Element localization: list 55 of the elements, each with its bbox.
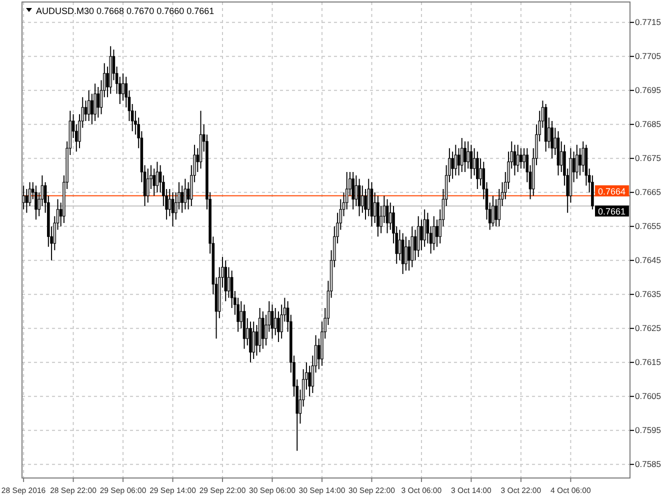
- candlestick: [513, 144, 516, 176]
- text: AUDUSD.M30 0.7668 0.7670 0.7660 0.7661: [36, 6, 214, 16]
- candlestick: [270, 304, 274, 340]
- candlestick: [180, 185, 184, 214]
- y-tick-label: 0.7695: [635, 85, 662, 96]
- candlestick: [376, 195, 380, 238]
- y-tick-label: 0.7635: [635, 289, 662, 300]
- y-tick-label: 0.7715: [635, 17, 662, 28]
- candlestick: [224, 260, 228, 302]
- candlestick: [152, 168, 156, 196]
- y-tick-label: 0.7645: [635, 255, 662, 266]
- candlestick: [408, 240, 410, 272]
- y-tick-label: 0.7655: [635, 221, 662, 232]
- candlestick: [262, 310, 264, 350]
- y-tick-label: 0.7595: [635, 425, 662, 436]
- candlestick: [90, 93, 94, 125]
- ref-line-label: 0.7661: [598, 206, 626, 216]
- candlestick: [364, 188, 367, 220]
- candlestick: [494, 198, 498, 227]
- candlestick: [436, 219, 438, 248]
- y-tick-label: 0.7605: [635, 391, 662, 402]
- y-tick-label: 0.7625: [635, 323, 662, 334]
- ref-line-label: 0.7664: [598, 186, 626, 196]
- candlestick: [277, 310, 280, 342]
- candlestick: [470, 144, 473, 180]
- candlestick: [550, 120, 554, 159]
- y-tick-label: 0.7585: [635, 459, 662, 470]
- candlestick: [560, 140, 563, 172]
- candlestick: [420, 219, 423, 251]
- candlestick: [476, 151, 479, 190]
- candlestick: [249, 321, 252, 363]
- candlestick: [352, 172, 354, 210]
- candlestick: [522, 148, 526, 170]
- candlestick: [578, 148, 582, 176]
- candlestick: [520, 148, 522, 170]
- y-tick-label: 0.7705: [635, 51, 662, 62]
- candlestick: [25, 188, 28, 214]
- candlestick: [401, 232, 404, 274]
- candlestick: [457, 148, 460, 176]
- y-tick-label: 0.7685: [635, 119, 662, 130]
- candlestick: [464, 140, 466, 172]
- candlestick: [34, 185, 38, 220]
- y-tick-label: 0.7665: [635, 187, 662, 198]
- candlestick: [582, 140, 585, 172]
- candlestick: [358, 178, 361, 217]
- y-tick-label: 0.7675: [635, 153, 662, 164]
- candlestick: [466, 140, 470, 170]
- candlestick: [171, 192, 174, 227]
- candlestick: [84, 100, 88, 122]
- candlestick: [386, 198, 389, 234]
- candlestick: [308, 365, 311, 397]
- candlestick: [451, 151, 454, 180]
- candlestick: [96, 86, 100, 118]
- y-tick-label: 0.7615: [635, 357, 662, 368]
- candlestick: [414, 229, 417, 261]
